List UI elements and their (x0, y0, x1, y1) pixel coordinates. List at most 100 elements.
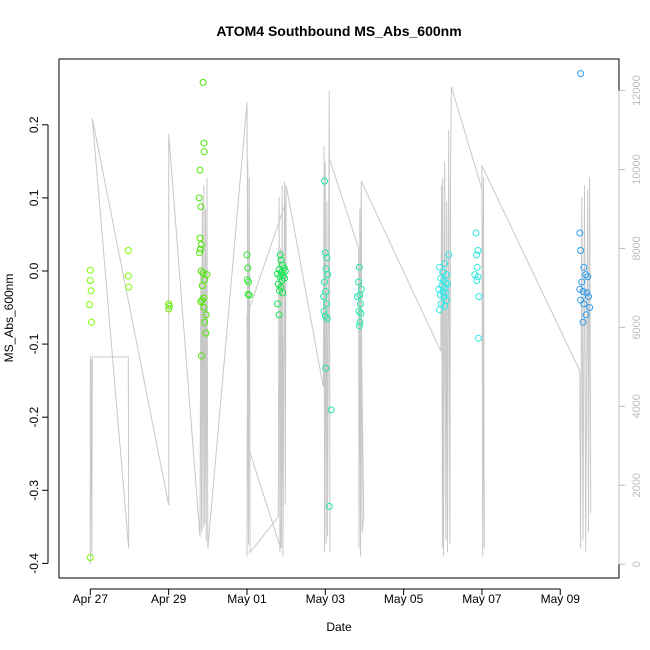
data-point (201, 276, 209, 284)
data-point (86, 301, 93, 309)
data-point (586, 304, 594, 311)
data-point (165, 305, 173, 313)
data-point (355, 322, 363, 330)
x-tick-label: May 09 (541, 592, 581, 606)
y-tick-label: -0.2 (27, 407, 41, 428)
right-tick-label: 2000 (631, 473, 643, 497)
right-axis: 0 2000 4000 6000 8000 10000 12000 (618, 75, 643, 567)
data-point (321, 177, 328, 185)
data-point (124, 272, 132, 280)
data-point (200, 139, 208, 147)
data-point (579, 288, 587, 295)
data-point (578, 278, 586, 286)
points-layer (86, 70, 594, 561)
data-point (196, 245, 204, 253)
y-tick-label: -0.1 (27, 333, 41, 354)
data-point (355, 278, 363, 286)
data-point (577, 247, 585, 254)
data-point (323, 300, 330, 308)
chart-title: ATOM4 Southbound MS_Abs_600nm (216, 23, 461, 39)
right-tick-label: 8000 (631, 236, 643, 260)
y-tick-label: 0.1 (27, 189, 41, 206)
data-point (88, 318, 95, 326)
data-point (278, 277, 286, 284)
data-point (582, 311, 590, 319)
data-point (445, 251, 453, 259)
data-point (322, 364, 330, 372)
data-point (196, 166, 204, 174)
data-point (472, 229, 480, 237)
y-tick-label: 0.2 (27, 116, 41, 133)
data-point (580, 263, 588, 271)
data-point (580, 300, 588, 308)
left-axis: -0.4 -0.3 -0.2 -0.1 0.0 0.1 0.2 (27, 116, 49, 574)
data-point (439, 268, 447, 276)
trace-layer (89, 86, 592, 564)
data-point (324, 271, 332, 279)
data-point (245, 278, 252, 286)
data-point (274, 300, 281, 308)
data-point (244, 264, 252, 272)
data-point (353, 293, 361, 301)
data-point (357, 300, 364, 308)
data-point (443, 271, 451, 279)
plot-area-frame (58, 58, 620, 579)
data-point (197, 203, 205, 211)
data-point (196, 234, 204, 242)
data-point (473, 277, 481, 284)
x-tick-label: Apr 27 (73, 592, 109, 606)
data-point (585, 293, 592, 301)
data-point (582, 271, 590, 279)
data-point (202, 329, 210, 337)
data-point (195, 194, 203, 202)
data-point (475, 293, 483, 301)
data-point (277, 256, 285, 264)
data-point (577, 70, 585, 78)
data-point (441, 302, 449, 310)
data-point (200, 148, 208, 156)
data-point (320, 293, 328, 301)
data-point (436, 291, 444, 299)
data-point (198, 241, 205, 249)
data-point (243, 251, 251, 259)
data-point (276, 251, 284, 259)
data-point (443, 296, 451, 304)
y-tick-label: 0.0 (27, 262, 41, 279)
y-axis-label: MS_Abs_600nm (2, 274, 16, 363)
data-point (197, 298, 205, 306)
data-point (199, 269, 207, 277)
data-point (125, 283, 133, 291)
data-point (321, 278, 328, 286)
data-point (321, 312, 329, 320)
right-tick-label: 6000 (631, 315, 643, 339)
data-point (245, 291, 253, 299)
data-point (275, 311, 283, 319)
data-point (279, 289, 287, 297)
data-point (474, 247, 482, 254)
data-point (198, 296, 206, 304)
right-tick-label: 0 (631, 561, 643, 567)
data-point (201, 318, 209, 326)
data-point (165, 302, 173, 310)
data-point (356, 318, 364, 326)
data-point (196, 249, 204, 257)
data-point (244, 290, 252, 298)
data-point (202, 311, 210, 319)
data-point (320, 307, 328, 315)
data-point (583, 289, 591, 297)
data-point (323, 254, 331, 262)
data-point (355, 307, 363, 315)
y-tick-label: -0.3 (27, 480, 41, 501)
data-point (577, 296, 585, 304)
data-point (441, 260, 449, 268)
x-tick-label: May 01 (227, 592, 267, 606)
data-point (473, 251, 480, 259)
bottom-axis: Apr 27 Apr 29 May 01 May 03 May 05 May 07 May … (73, 588, 581, 606)
data-point (323, 315, 331, 322)
data-point (474, 273, 482, 281)
data-point (198, 352, 205, 360)
data-point (200, 304, 208, 311)
data-point (357, 309, 365, 317)
data-point (86, 554, 94, 561)
